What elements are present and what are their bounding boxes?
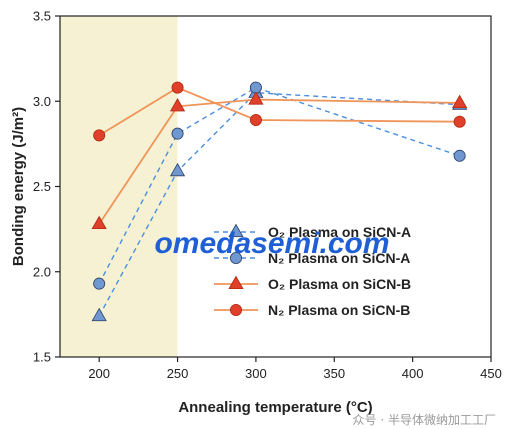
x-tick-label: 300	[245, 366, 267, 381]
series-line-4	[98, 86, 460, 137]
watermark-text: omedasemi.com	[154, 227, 389, 260]
legend-label-2: N₂ Plasma on SiCN-A	[268, 250, 410, 266]
x-tick-label: 450	[480, 366, 502, 381]
data-point-circle	[171, 127, 184, 140]
data-point-triangle	[452, 94, 468, 109]
x-tick-label: 250	[167, 366, 189, 381]
legend-label-1: O₂ Plasma on SiCN-A	[268, 224, 411, 240]
data-point-triangle	[91, 307, 107, 322]
legend-marker-triangle	[228, 275, 244, 290]
data-point-circle	[249, 114, 262, 127]
y-tick-label: 2.5	[33, 179, 51, 194]
ticks-layer: 200 250 300 350 400 450 1.5 2.0 2.5 3.0 3.5	[33, 9, 502, 382]
legend-marker-circle	[229, 251, 242, 264]
series-line-1	[98, 92, 460, 317]
low-temperature-highlight-region	[60, 16, 178, 357]
legend-marker-triangle	[228, 223, 244, 238]
x-tick-label: 400	[402, 366, 424, 381]
footer-watermark: 众号 · 半导体微纳加工工厂	[353, 413, 496, 427]
data-point-circle	[171, 81, 184, 94]
y-tick-label: 3.0	[33, 94, 51, 109]
data-point-triangle	[169, 98, 186, 112]
legend-label-3: O₂ Plasma on SiCN-B	[268, 276, 411, 292]
series-layer	[91, 81, 468, 322]
data-point-triangle	[91, 215, 107, 230]
data-point-circle	[453, 149, 466, 162]
x-tick-label: 200	[88, 366, 110, 381]
legend: O₂ Plasma on SiCN-A N₂ Plasma on SiCN-A O₂…	[214, 223, 411, 318]
data-point-triangle	[169, 162, 186, 177]
data-point-circle	[93, 129, 106, 142]
data-point-triangle	[248, 91, 264, 105]
y-tick-label: 2.0	[33, 264, 51, 279]
y-axis-title: Bonding energy (J/m²)	[10, 107, 27, 266]
x-axis-title: Annealing temperature (°C)	[178, 399, 372, 416]
data-point-circle	[453, 115, 466, 128]
legend-marker-circle	[229, 303, 242, 316]
series-line-2	[98, 86, 460, 285]
legend-label-4: N₂ Plasma on SiCN-B	[268, 302, 410, 318]
x-tick-label: 350	[323, 366, 345, 381]
y-tick-label: 1.5	[33, 350, 51, 365]
y-tick-label: 3.5	[33, 9, 51, 24]
data-point-circle	[93, 277, 106, 290]
